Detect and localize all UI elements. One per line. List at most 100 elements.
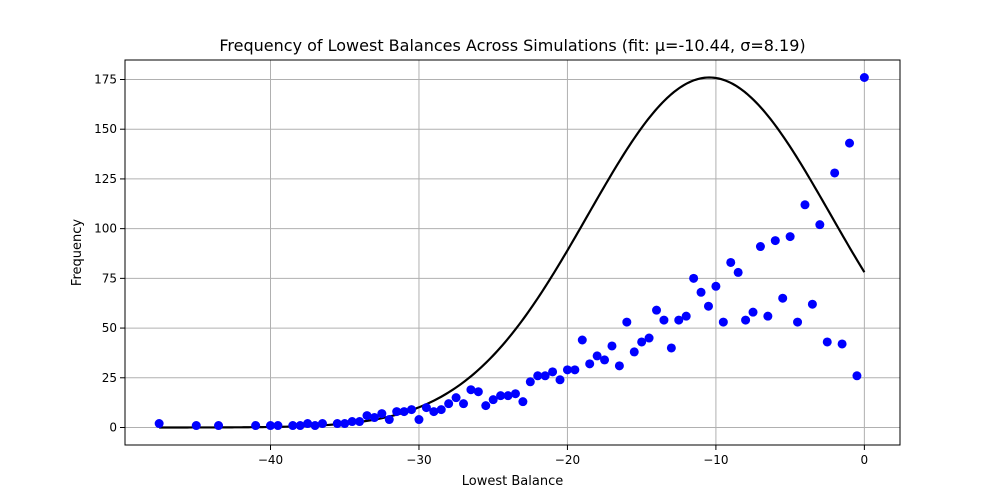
data-point (822, 337, 832, 347)
data-point (377, 409, 387, 419)
data-point (674, 315, 684, 325)
data-point (859, 73, 869, 82)
data-point (488, 395, 498, 405)
x-tick-label: −30 (406, 453, 431, 467)
data-point (614, 361, 624, 371)
data-point (340, 419, 350, 429)
y-tick-label: 0 (109, 421, 117, 435)
data-point (355, 417, 365, 427)
data-point (384, 415, 394, 425)
data-point (778, 293, 788, 303)
data-point (562, 365, 572, 375)
data-point (481, 401, 491, 411)
data-point (332, 419, 342, 429)
data-point (214, 421, 224, 431)
x-tick-label: −20 (555, 453, 580, 467)
data-points-layer (154, 73, 869, 431)
x-tick-label: −40 (258, 453, 283, 467)
data-point (414, 415, 424, 425)
data-point (815, 220, 825, 230)
data-point (726, 257, 736, 267)
data-point (763, 311, 773, 321)
data-point (288, 421, 298, 431)
data-point (592, 351, 602, 361)
data-point (681, 311, 691, 321)
data-point (303, 419, 313, 429)
data-point (154, 419, 164, 429)
data-point (770, 236, 780, 246)
data-point (265, 421, 275, 431)
data-point (666, 343, 676, 353)
data-point (295, 421, 305, 431)
data-point (273, 421, 283, 431)
data-point (310, 421, 320, 431)
data-point (392, 407, 402, 417)
data-point (473, 387, 483, 397)
data-point (733, 267, 743, 277)
data-point (607, 341, 617, 351)
data-point (421, 403, 431, 413)
data-point (429, 407, 439, 417)
data-point (585, 359, 595, 369)
data-point (251, 421, 261, 431)
data-point (755, 242, 765, 252)
data-point (510, 389, 520, 399)
data-point (436, 405, 446, 415)
data-point (845, 138, 855, 148)
data-point (852, 371, 862, 381)
data-point (577, 335, 587, 345)
gaussian-fit-curve (159, 76, 866, 429)
data-point (570, 365, 580, 375)
data-point (548, 367, 558, 377)
x-tick-label: 0 (861, 453, 869, 467)
data-point (741, 315, 751, 325)
data-point (718, 317, 728, 327)
data-point (629, 347, 639, 357)
data-point (369, 413, 379, 423)
grid-layer (125, 60, 900, 445)
y-tick-label: 75 (102, 271, 117, 285)
x-tick-label: −10 (703, 453, 728, 467)
data-point (525, 377, 535, 387)
data-point (407, 405, 417, 415)
data-point (533, 371, 543, 381)
data-point (555, 375, 565, 385)
data-point (347, 417, 357, 427)
y-tick-label: 150 (94, 122, 117, 136)
data-point (748, 307, 758, 317)
data-point (689, 273, 699, 283)
y-tick-label: 50 (102, 321, 117, 335)
axis-ticks: −40 −30 −20 −10 0 0 25 50 75 100 125 150 175 (94, 72, 868, 467)
chart-title: Frequency of Lowest Balances Across Simu… (219, 36, 805, 55)
data-point (644, 333, 654, 343)
y-tick-label: 100 (94, 222, 117, 236)
data-point (837, 339, 847, 349)
data-point (637, 337, 647, 347)
data-point (711, 281, 721, 291)
data-point (696, 287, 706, 297)
data-point (785, 232, 795, 242)
data-point (496, 391, 506, 401)
data-point (444, 399, 454, 409)
data-point (659, 315, 669, 325)
data-point (362, 411, 372, 421)
y-tick-label: 125 (94, 172, 117, 186)
y-axis-label: Frequency (70, 219, 85, 286)
data-point (540, 371, 550, 381)
data-point (652, 305, 662, 315)
data-point (793, 317, 803, 327)
data-point (466, 385, 476, 395)
data-point (703, 301, 713, 311)
data-point (830, 168, 840, 178)
data-point (503, 391, 513, 401)
data-point (317, 419, 327, 429)
data-point (800, 200, 810, 210)
data-point (622, 317, 632, 327)
data-point (451, 393, 461, 403)
y-tick-label: 175 (94, 72, 117, 86)
fit-curve-layer (159, 76, 866, 429)
y-tick-label: 25 (102, 371, 117, 385)
data-point (459, 399, 469, 409)
